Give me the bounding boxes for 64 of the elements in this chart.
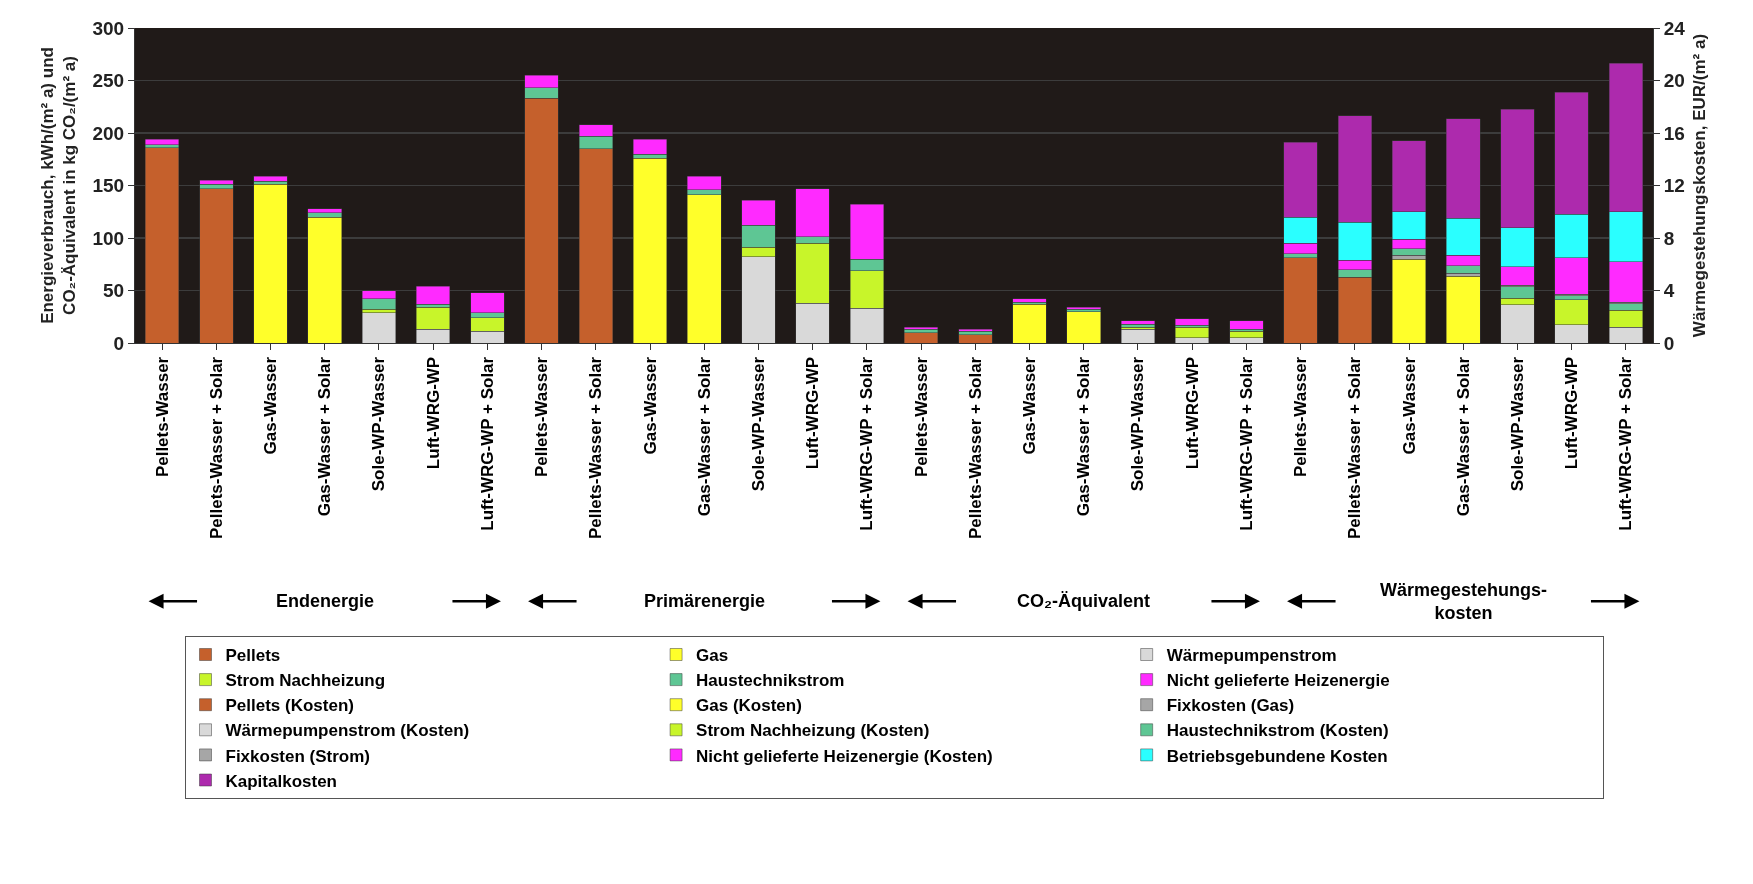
y-tick-label: 300 <box>92 17 125 39</box>
y2-axis-title: Wärmegestehungskosten, EUR/(m² a) <box>1689 33 1709 338</box>
y2-tick-label: 4 <box>1663 280 1675 302</box>
x-tick-label: Gas-Wasser + Solar <box>315 356 335 517</box>
legend-label: Fixkosten (Strom) <box>225 746 371 766</box>
x-tick-label: Gas-Wasser <box>1020 356 1040 455</box>
legend-label: Pellets (Kosten) <box>225 696 354 716</box>
x-tick-label: Pellets-Wasser + Solar <box>965 356 985 540</box>
x-tick-label: Pellets-Wasser <box>1291 356 1311 478</box>
y2-tick-label: 16 <box>1663 122 1685 144</box>
legend-label: Nicht gelieferte Heizenergie (Kosten) <box>696 746 993 766</box>
x-tick-label: Gas-Wasser + Solar <box>1453 356 1473 517</box>
legend-label: Nicht gelieferte Heizenergie <box>1166 671 1390 691</box>
x-tick-label: Gas-Wasser <box>640 356 660 455</box>
legend-label: Gas <box>696 646 729 666</box>
legend-label: Fixkosten (Gas) <box>1166 696 1295 716</box>
x-tick-label: Sole-WP-Wasser <box>1128 356 1148 492</box>
x-tick-label: Sole-WP-Wasser <box>369 356 389 492</box>
y2-tick-label: 20 <box>1663 70 1685 92</box>
x-tick-label: Sole-WP-Wasser <box>1507 356 1527 492</box>
x-tick-label: Luft-WRG-WP + Solar <box>1236 356 1256 531</box>
x-tick-label: Pellets-Wasser + Solar <box>586 356 606 540</box>
legend-label: Gas (Kosten) <box>696 696 802 716</box>
legend-label: Kapitalkosten <box>225 771 337 791</box>
y-axis-title: Energieverbrauch, kWh/(m² a) und CO₂-Äquivalent in kg CO₂/(m² a) <box>37 47 80 324</box>
x-tick-label: Luft-WRG-WP + Solar <box>857 356 877 531</box>
text: CO₂-Äquivalent <box>1017 591 1151 611</box>
x-tick-label: Luft-WRG-WP <box>803 356 823 470</box>
x-tick-label: Luft-WRG-WP + Solar <box>477 356 497 531</box>
legend-label: Strom Nachheizung <box>225 671 386 691</box>
x-tick-label: Luft-WRG-WP + Solar <box>1616 356 1636 531</box>
x-tick-label: Luft-WRG-WP <box>423 356 443 470</box>
legend-label: Wärmepumpenstrom (Kosten) <box>225 721 470 741</box>
text: Wärmegestehungs- kosten <box>1380 580 1548 624</box>
y-tick-label: 50 <box>103 280 125 302</box>
legend-label: Haustechnikstrom <box>696 671 845 691</box>
y2-tick-label: 12 <box>1663 175 1685 197</box>
x-tick-label: Gas-Wasser <box>261 356 281 455</box>
text: Primärenergie <box>644 591 766 611</box>
x-tick-label: Gas-Wasser + Solar <box>1074 356 1094 517</box>
x-tick-label: Pellets-Wasser <box>532 356 552 478</box>
x-tick-label: Gas-Wasser + Solar <box>694 356 714 517</box>
y-tick-label: 150 <box>92 175 125 197</box>
x-tick-label: Luft-WRG-WP <box>1562 356 1582 470</box>
legend-label: Wärmepumpenstrom <box>1166 646 1337 666</box>
y2-tick-label: 24 <box>1663 17 1686 39</box>
legend-label: Haustechnikstrom (Kosten) <box>1166 721 1389 741</box>
x-tick-label: Pellets-Wasser + Solar <box>1345 356 1365 540</box>
x-tick-label: Pellets-Wasser <box>152 356 172 478</box>
y-tick-label: 100 <box>92 227 125 249</box>
legend-label: Pellets <box>225 646 281 666</box>
x-tick-label: Gas-Wasser <box>1399 356 1419 455</box>
legend-label: Strom Nachheizung (Kosten) <box>696 721 930 741</box>
legend-label: Betriebsgebundene Kosten <box>1166 746 1388 766</box>
y-tick-label: 0 <box>113 332 125 354</box>
x-tick-label: Sole-WP-Wasser <box>748 356 768 492</box>
x-tick-label: Pellets-Wasser + Solar <box>206 356 226 540</box>
x-tick-label: Pellets-Wasser <box>911 356 931 478</box>
y2-tick-label: 8 <box>1663 227 1675 249</box>
text: Endenergie <box>276 591 375 611</box>
x-tick-label: Luft-WRG-WP <box>1182 356 1202 470</box>
y2-tick-label: 0 <box>1663 332 1675 354</box>
y-tick-label: 250 <box>92 70 125 92</box>
y-tick-label: 200 <box>92 122 125 144</box>
